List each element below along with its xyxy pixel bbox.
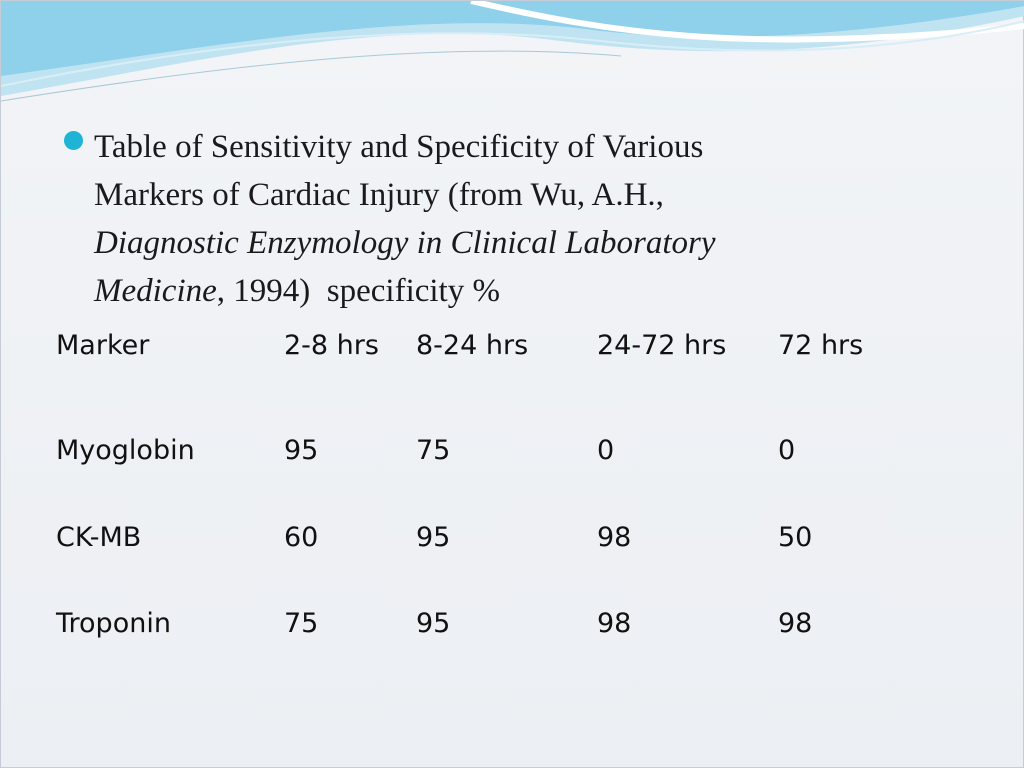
value-cell: 50 <box>778 522 813 553</box>
line-text: , 1994) specificity % <box>216 273 500 309</box>
bullet-text: Table of Sensitivity and Specificity of … <box>94 123 974 315</box>
row-label: Myoglobin <box>56 435 195 466</box>
value-cell: 60 <box>284 522 319 553</box>
value-cell: 98 <box>778 608 813 639</box>
line-text: Markers of Cardiac Injury (from Wu, A.H.… <box>94 177 664 213</box>
header-wave <box>1 1 1024 102</box>
value-cell: 98 <box>597 608 632 639</box>
line-text: Table of Sensitivity and Specificity of … <box>94 129 704 165</box>
value-cell: 95 <box>284 435 319 466</box>
value-cell: 95 <box>416 522 451 553</box>
value-cell: 0 <box>778 435 796 466</box>
value-cell: 75 <box>284 608 319 639</box>
row-label: CK-MB <box>56 522 142 553</box>
bullet-line: Medicine, 1994) specificity % <box>94 267 974 315</box>
value-cell: 75 <box>416 435 451 466</box>
bullet-dot <box>64 131 83 150</box>
header-cell: 2-8 hrs <box>284 330 379 361</box>
value-cell: 0 <box>597 435 615 466</box>
bullet-line: Markers of Cardiac Injury (from Wu, A.H.… <box>94 171 974 219</box>
bullet-line: Diagnostic Enzymology in Clinical Labora… <box>94 219 974 267</box>
value-cell: 95 <box>416 608 451 639</box>
row-label: Troponin <box>56 608 171 639</box>
header-cell: 24-72 hrs <box>597 330 727 361</box>
bullet-line: Table of Sensitivity and Specificity of … <box>94 123 974 171</box>
italic-text: Medicine <box>94 273 217 309</box>
header-cell: 8-24 hrs <box>416 330 529 361</box>
value-cell: 98 <box>597 522 632 553</box>
italic-text: Diagnostic Enzymology in Clinical Labora… <box>94 225 716 261</box>
header-cell: Marker <box>56 330 150 361</box>
header-cell: 72 hrs <box>778 330 864 361</box>
